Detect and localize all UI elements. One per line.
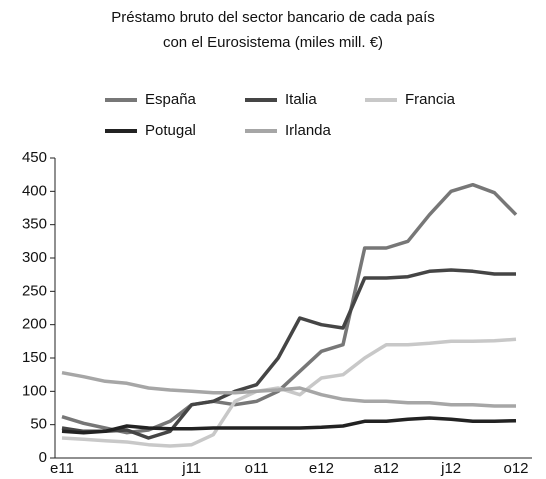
y-tick-label: 300 [22, 249, 47, 266]
x-tick-label: a11 [115, 460, 139, 477]
x-tick-label: o11 [245, 460, 269, 477]
chart-title: con el Eurosistema (miles mill. €) [163, 34, 383, 51]
y-tick-label: 350 [22, 216, 47, 233]
y-tick-label: 250 [22, 282, 47, 299]
chart-title: Préstamo bruto del sector bancario de ca… [111, 9, 435, 26]
y-tick-label: 150 [22, 349, 47, 366]
line-series [61, 416, 517, 435]
y-tick-label: 450 [22, 149, 47, 166]
x-tick-label: j12 [440, 460, 461, 477]
legend-label: Francia [405, 91, 456, 108]
legend-label: Italia [285, 91, 317, 108]
y-tick-label: 0 [39, 449, 47, 466]
line-series [61, 182, 518, 435]
line-series [61, 268, 516, 440]
legend-label: España [145, 91, 197, 108]
x-tick-label: j11 [181, 460, 201, 477]
line-series [61, 370, 516, 408]
x-tick-label: o12 [503, 460, 528, 477]
y-tick-label: 200 [22, 316, 47, 333]
y-tick-label: 100 [22, 382, 47, 399]
y-tick-label: 400 [22, 182, 47, 199]
x-tick-label: a12 [374, 460, 399, 477]
x-tick-label: e12 [309, 460, 334, 477]
y-tick-label: 50 [30, 416, 47, 433]
legend-label: Irlanda [285, 122, 332, 139]
line-series [61, 337, 517, 448]
legend-label: Potugal [145, 122, 196, 139]
x-tick-label: e11 [50, 460, 74, 477]
